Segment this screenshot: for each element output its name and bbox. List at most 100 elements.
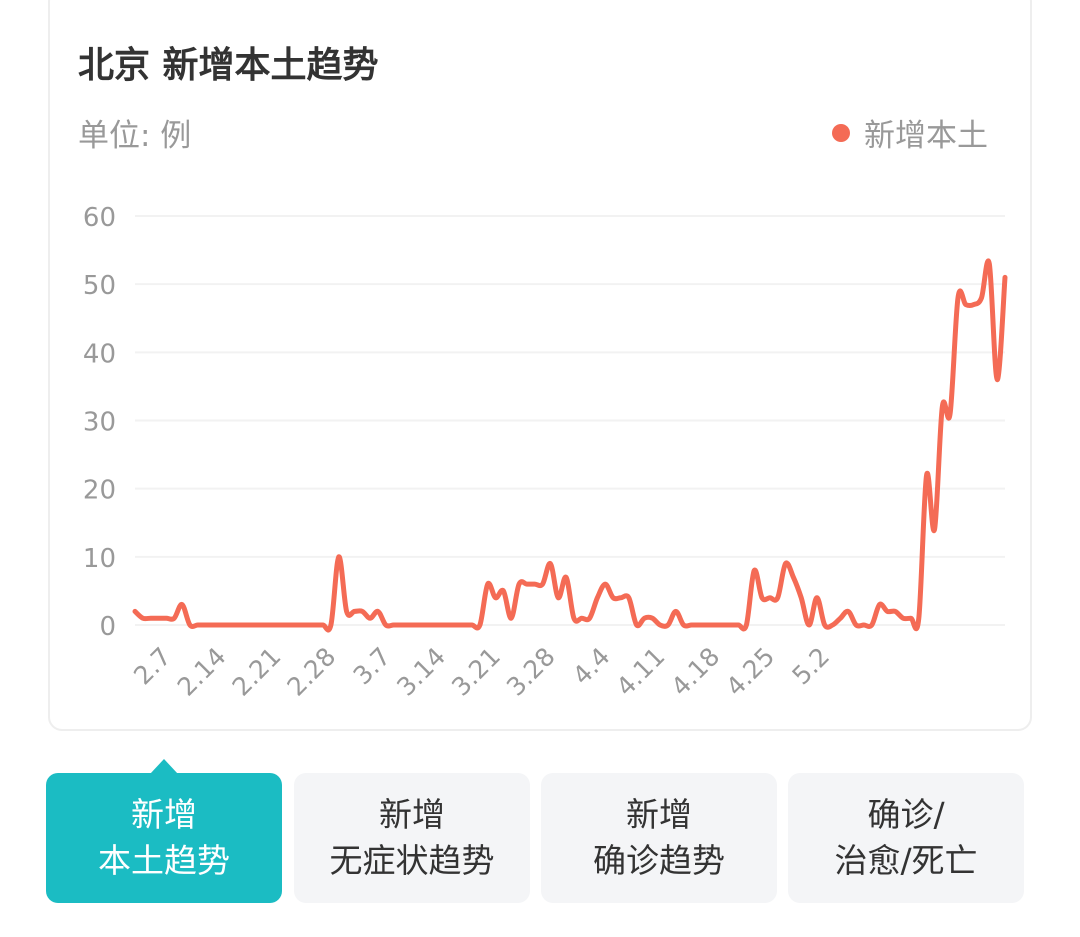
- data-point: [407, 623, 411, 627]
- legend[interactable]: 新增本土: [832, 110, 988, 155]
- data-point: [345, 609, 349, 613]
- data-point: [580, 616, 584, 620]
- data-point: [972, 303, 976, 307]
- data-point: [219, 623, 223, 627]
- data-point: [470, 623, 474, 627]
- x-tick-label: 4.25: [720, 642, 780, 702]
- tab-bar: 新增 本土趋势 新增 无症状趋势 新增 确诊趋势 确诊/ 治愈/死亡: [46, 773, 1024, 903]
- data-point: [141, 616, 145, 620]
- data-point: [611, 596, 615, 600]
- data-point: [376, 609, 380, 613]
- data-point: [305, 623, 309, 627]
- data-point: [494, 596, 498, 600]
- data-point: [439, 623, 443, 627]
- data-point: [164, 616, 168, 620]
- data-point: [721, 623, 725, 627]
- x-axis-ticks: 2.72.142.212.28 3.73.143.213.28 4.44.114.1…: [128, 642, 835, 702]
- x-tick-label: 3.14: [391, 642, 451, 702]
- data-point: [274, 623, 278, 627]
- data-point: [454, 623, 458, 627]
- data-point: [360, 609, 364, 613]
- data-point: [368, 616, 372, 620]
- data-point: [933, 528, 937, 532]
- data-point: [909, 616, 913, 620]
- tab-line1: 确诊/: [867, 795, 945, 834]
- data-point: [752, 569, 756, 573]
- data-point: [400, 623, 404, 627]
- data-point: [980, 296, 984, 300]
- data-point: [266, 623, 270, 627]
- data-point: [243, 623, 247, 627]
- data-point: [862, 623, 866, 627]
- data-point: [258, 623, 262, 627]
- data-point: [846, 609, 850, 613]
- data-point: [282, 623, 286, 627]
- tab-new-confirmed-trend[interactable]: 新增 确诊趋势: [541, 773, 777, 903]
- legend-dot-icon: [832, 123, 850, 142]
- data-point: [870, 623, 874, 627]
- data-point: [227, 623, 231, 627]
- data-point: [666, 623, 670, 627]
- y-tick-label: 30: [83, 408, 116, 438]
- active-tab-pointer: [150, 759, 178, 774]
- data-point: [713, 623, 717, 627]
- tab-line2: 无症状趋势: [329, 841, 495, 880]
- series-line-new-local: [132, 258, 1008, 633]
- data-point: [791, 575, 795, 579]
- data-point: [533, 582, 537, 586]
- tab-new-local-trend[interactable]: 新增 本土趋势: [46, 773, 282, 903]
- data-point: [627, 596, 631, 600]
- tab-line2: 治愈/死亡: [834, 841, 978, 880]
- data-point: [384, 623, 388, 627]
- series-layer: [132, 258, 1008, 633]
- grid-lines: [135, 215, 1005, 626]
- data-point: [643, 616, 647, 620]
- data-point: [987, 262, 991, 266]
- data-point: [807, 623, 811, 627]
- data-point: [525, 582, 529, 586]
- data-point: [509, 616, 513, 620]
- data-point: [517, 582, 521, 586]
- data-point: [423, 623, 427, 627]
- tab-line1: 新增: [379, 795, 445, 834]
- y-axis-ticks: 0 10 20 30 40 50 60: [83, 203, 116, 642]
- chart-card: [48, 0, 1032, 731]
- data-point: [635, 623, 639, 627]
- data-point: [925, 473, 929, 477]
- data-point: [823, 623, 827, 627]
- data-point: [878, 603, 882, 607]
- data-point: [541, 582, 545, 586]
- data-point: [729, 623, 733, 627]
- y-tick-label: 40: [83, 339, 116, 369]
- data-point: [290, 623, 294, 627]
- data-point: [478, 623, 482, 627]
- tab-new-asymptomatic-trend[interactable]: 新增 无症状趋势: [294, 773, 530, 903]
- data-point: [204, 623, 208, 627]
- data-point: [768, 596, 772, 600]
- data-point: [619, 596, 623, 600]
- data-point: [431, 623, 435, 627]
- unit-label: 单位: 例: [78, 118, 192, 154]
- data-point: [447, 623, 451, 627]
- data-point: [893, 609, 897, 613]
- data-point: [917, 616, 921, 620]
- data-point: [815, 596, 819, 600]
- tab-confirmed-recovered-deaths[interactable]: 确诊/ 治愈/死亡: [788, 773, 1024, 903]
- data-point: [353, 609, 357, 613]
- data-point: [329, 623, 333, 627]
- data-point: [298, 623, 302, 627]
- data-point: [854, 623, 858, 627]
- x-tick-label: 4.11: [611, 642, 671, 702]
- data-point: [211, 623, 215, 627]
- data-point: [392, 623, 396, 627]
- legend-label: 新增本土: [864, 118, 988, 154]
- data-point: [658, 623, 662, 627]
- data-point: [948, 412, 952, 416]
- tab-line2: 确诊趋势: [593, 841, 725, 880]
- data-point: [995, 378, 999, 382]
- x-tick-label: 2.28: [281, 642, 341, 702]
- data-point: [799, 596, 803, 600]
- data-point: [172, 616, 176, 620]
- x-tick-label: 2.14: [172, 642, 232, 702]
- data-point: [737, 623, 741, 627]
